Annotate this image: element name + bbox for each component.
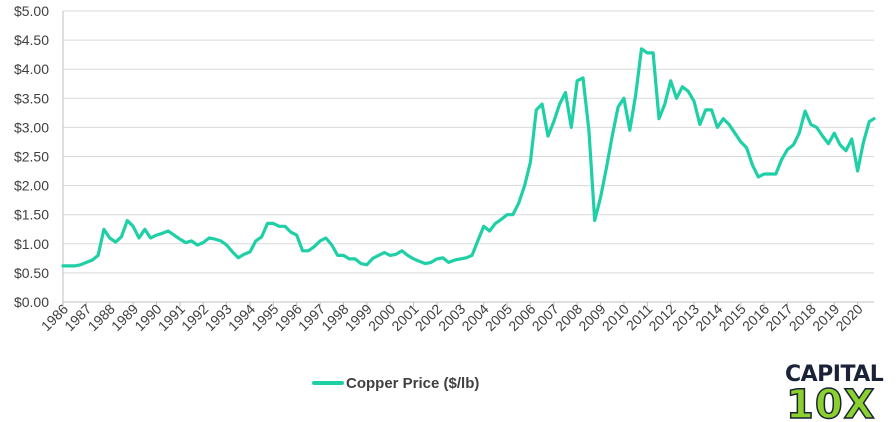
y-tick-label: $3.00 [14, 119, 49, 135]
logo-line-capital: CAPITAL [785, 362, 884, 387]
x-tick-labels: 1986198719881989199019911992199319941995… [38, 301, 866, 334]
y-tick-label: $3.50 [14, 90, 49, 106]
y-tick-labels: $0.00 $0.50 $1.00 $1.50 $2.00 $2.50 $3.00 $3.50… [14, 3, 49, 310]
y-tick-label: $0.00 [14, 294, 49, 310]
y-tick-label: $5.00 [14, 3, 49, 19]
y-tick-label: $4.50 [14, 32, 49, 48]
y-tick-label: $2.50 [14, 149, 49, 165]
legend-label-copper-price: Copper Price ($/lb) [346, 375, 479, 392]
logo-line-10x: 10X [786, 382, 876, 422]
axes [62, 11, 874, 303]
series-layer [61, 47, 876, 268]
y-tick-label: $1.50 [14, 207, 49, 223]
capital-10x-logo: CAPITAL 10X [785, 362, 884, 422]
x-tick-label: 2020 [832, 301, 865, 334]
y-tick-label: $2.00 [14, 178, 49, 194]
gridlines [63, 10, 874, 274]
y-tick-label: $4.00 [14, 61, 49, 77]
legend: Copper Price ($/lb) [312, 375, 479, 392]
series-line-copper-price [61, 47, 876, 268]
y-tick-label: $1.00 [14, 236, 49, 252]
y-tick-label: $0.50 [14, 265, 49, 281]
